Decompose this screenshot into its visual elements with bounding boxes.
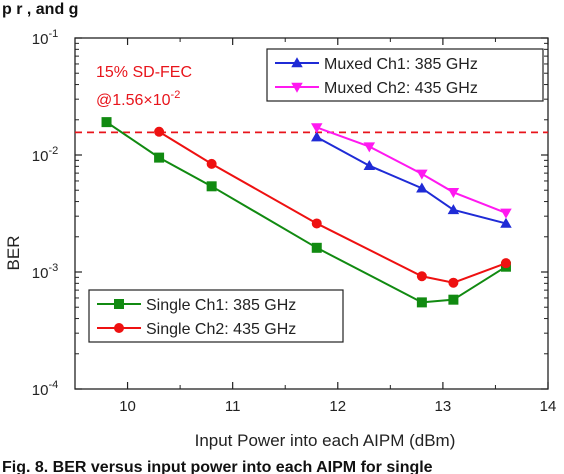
y-tick-label: 10-2 xyxy=(32,145,58,165)
data-point xyxy=(447,204,460,215)
data-point xyxy=(311,218,322,229)
y-tick-exponent: -1 xyxy=(48,28,58,40)
data-point xyxy=(416,182,428,193)
fec-threshold-label: 15% SD-FEC xyxy=(96,64,192,81)
data-point xyxy=(101,117,112,128)
fec-threshold-value: @1.56×10-2 xyxy=(96,89,180,109)
y-axis: 10-110-210-310-4 xyxy=(32,28,548,399)
legends: Muxed Ch1: 385 GHz Muxed Ch2: 435 GHz Sing… xyxy=(88,48,544,343)
data-point xyxy=(154,126,165,137)
data-point xyxy=(416,271,427,282)
y-tick-exponent: -3 xyxy=(48,262,58,274)
legend-label: Single Ch1: 385 GHz xyxy=(146,297,296,314)
data-point xyxy=(206,158,217,169)
data-point xyxy=(311,242,322,253)
data-point xyxy=(363,142,376,153)
x-axis: 10 11 12 13 14 xyxy=(74,38,557,415)
top-text-fragment: p r , and g xyxy=(2,1,78,18)
y-tick-base: 10 xyxy=(32,382,49,399)
legend-top-right: Muxed Ch1: 385 GHz Muxed Ch2: 435 GHz xyxy=(266,48,544,102)
x-axis-title: Input Power into each AIPM (dBm) xyxy=(195,431,456,450)
data-point xyxy=(154,152,165,163)
data-point xyxy=(500,258,511,269)
legend-bottom-left: Single Ch1: 385 GHz Single Ch2: 435 GHz xyxy=(88,289,344,343)
y-tick-exponent: -4 xyxy=(48,379,58,391)
data-point xyxy=(447,188,460,199)
data-point xyxy=(416,169,428,180)
legend-label: Single Ch2: 435 GHz xyxy=(146,321,296,338)
legend-marker xyxy=(114,299,124,309)
y-tick-base: 10 xyxy=(32,31,49,48)
legend-label: Muxed Ch1: 385 GHz xyxy=(324,56,478,73)
data-point xyxy=(416,297,427,308)
x-tick-label: 10 xyxy=(119,398,136,415)
y-tick-exponent: -2 xyxy=(48,145,58,157)
y-tick-label: 10-1 xyxy=(32,28,58,48)
data-point xyxy=(448,294,459,305)
series-1 xyxy=(311,131,512,228)
fec-threshold-value-exp: -2 xyxy=(171,89,181,101)
x-tick-label: 11 xyxy=(225,398,241,415)
plot-frame xyxy=(74,37,549,390)
y-tick-label: 10-3 xyxy=(32,262,58,282)
data-point xyxy=(363,159,376,170)
data-point xyxy=(500,208,512,219)
series-group xyxy=(101,117,512,308)
legend-marker xyxy=(291,57,303,68)
fec-threshold-value-base: @1.56×10 xyxy=(96,92,171,109)
data-point xyxy=(311,123,323,134)
data-point xyxy=(500,217,512,228)
series-line xyxy=(158,130,507,284)
legend-box xyxy=(88,289,344,343)
legend-marker xyxy=(291,82,303,93)
figure-caption-fragment: Fig. 8. BER versus input power into each… xyxy=(2,459,433,474)
y-tick-label: 10-4 xyxy=(32,379,58,399)
data-point xyxy=(206,181,217,192)
x-tick-label: 13 xyxy=(435,398,452,415)
series-line xyxy=(316,126,507,214)
legend-box xyxy=(266,48,544,102)
x-tick-label: 14 xyxy=(540,398,557,415)
legend-marker xyxy=(114,323,124,333)
x-tick-label: 12 xyxy=(329,398,346,415)
series-line xyxy=(105,121,507,304)
y-tick-base: 10 xyxy=(32,265,49,282)
series-4 xyxy=(154,126,511,288)
data-point xyxy=(448,277,459,288)
data-point xyxy=(311,131,323,142)
y-tick-base: 10 xyxy=(32,148,49,165)
series-2 xyxy=(311,123,512,219)
series-line xyxy=(316,136,507,225)
legend-label: Muxed Ch2: 435 GHz xyxy=(324,80,478,97)
y-axis-title: BER xyxy=(4,236,23,271)
fec-threshold: 15% SD-FEC @1.56×10-2 xyxy=(75,64,548,134)
